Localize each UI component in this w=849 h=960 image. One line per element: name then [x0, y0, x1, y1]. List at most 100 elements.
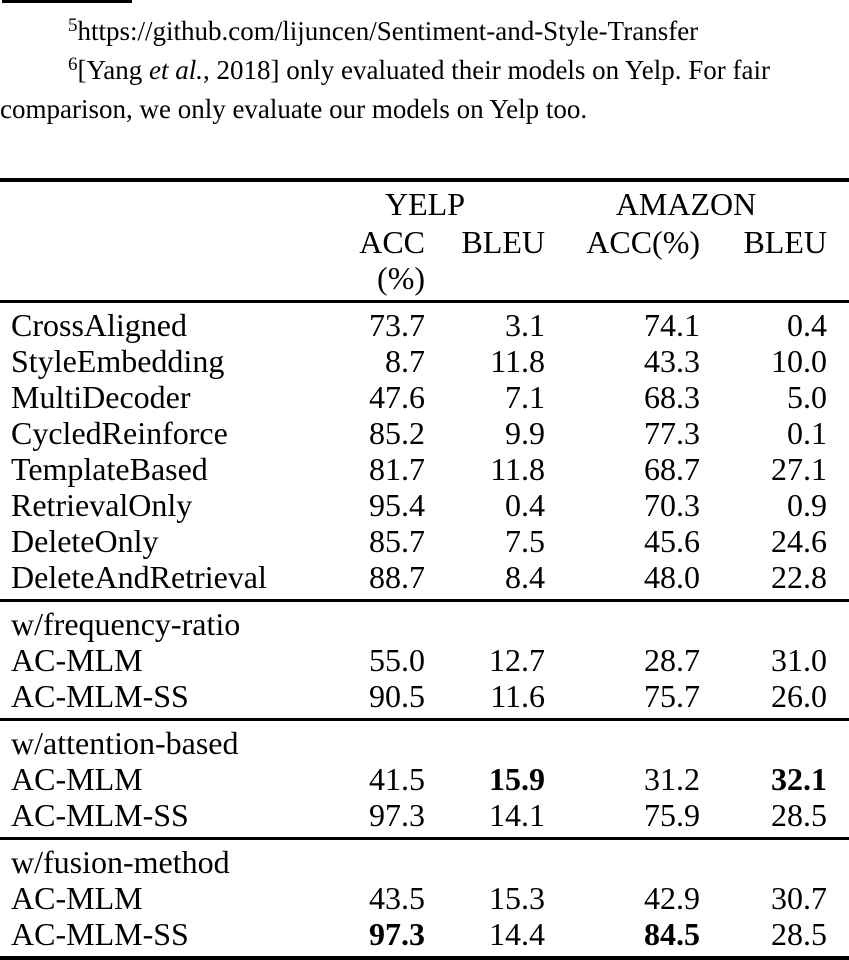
table-row: DeleteOnly 85.7 7.5 45.6 24.6	[0, 523, 849, 559]
cell-value: 28.5	[771, 797, 827, 833]
footnote-6-etal: et al.	[149, 55, 204, 85]
table-row: AC-MLM 41.5 15.9 31.2 32.1	[0, 761, 849, 797]
cell-value: 27.1	[771, 451, 827, 487]
table-row: StyleEmbedding 8.7 11.8 43.3 10.0	[0, 343, 849, 379]
cell-value: 3.1	[505, 307, 545, 343]
cell-value: 97.3	[369, 916, 425, 952]
cell-value: 73.7	[369, 307, 425, 343]
cell-value: 30.7	[771, 880, 827, 916]
header-yelp-bleu: BLEU	[461, 224, 545, 260]
cell-value: 10.0	[771, 343, 827, 379]
cell-value: 24.6	[771, 523, 827, 559]
section-header: w/fusion-method	[11, 844, 230, 880]
cell-value: 70.3	[644, 487, 700, 523]
cell-value: 7.1	[505, 379, 545, 415]
table-row: CycledReinforce 85.2 9.9 77.3 0.1	[0, 415, 849, 451]
cell-value: 88.7	[369, 559, 425, 595]
table-section: w/frequency-ratio AC-MLM 55.0 12.7 28.7 31.0 A…	[0, 600, 849, 720]
cell-value: 81.7	[369, 451, 425, 487]
footnote-separator-rule	[2, 0, 132, 3]
section-header: w/frequency-ratio	[11, 606, 241, 642]
cell-value: 15.3	[489, 880, 545, 916]
cell-value: 75.9	[644, 797, 700, 833]
row-label: AC-MLM-SS	[11, 678, 189, 714]
cell-value: 95.4	[369, 487, 425, 523]
table-section: w/fusion-method AC-MLM 43.5 15.3 42.9 30.7 AC-…	[0, 838, 849, 959]
cell-value: 90.5	[369, 678, 425, 714]
row-label: RetrievalOnly	[11, 487, 193, 523]
cell-value: 31.0	[771, 642, 827, 678]
cell-value: 43.5	[369, 880, 425, 916]
footnote-5-marker: 5	[68, 15, 78, 36]
cell-value: 68.7	[644, 451, 700, 487]
footnote-6-text-line1: , 2018] only evaluated their models on Y…	[203, 55, 770, 85]
footnote-6: 6[Yang et al., 2018] only evaluated thei…	[0, 51, 849, 129]
cell-value: 14.1	[489, 797, 545, 833]
cell-value: 84.5	[644, 916, 700, 952]
cell-value: 42.9	[644, 880, 700, 916]
table-row: RetrievalOnly 95.4 0.4 70.3 0.9	[0, 487, 849, 523]
column-group-yelp: YELP	[385, 186, 465, 222]
cell-value: 22.8	[771, 559, 827, 595]
table-row: CrossAligned 73.7 3.1 74.1 0.4	[0, 302, 849, 344]
results-table: YELP AMAZON ACC (%) BLEU ACC(%) BLEU Cro…	[0, 178, 849, 960]
row-label: AC-MLM	[11, 880, 143, 916]
cell-value: 14.4	[489, 916, 545, 952]
empty-header-cell	[0, 180, 305, 224]
row-label: StyleEmbedding	[11, 343, 225, 379]
cell-value: 0.4	[787, 307, 827, 343]
cell-value: 8.7	[385, 343, 425, 379]
sub-header-row: ACC (%) BLEU ACC(%) BLEU	[0, 224, 849, 302]
table-row: AC-MLM 55.0 12.7 28.7 31.0	[0, 642, 849, 678]
cell-value: 97.3	[369, 797, 425, 833]
row-label: MultiDecoder	[11, 379, 191, 415]
cell-value: 0.1	[787, 415, 827, 451]
footnote-6-text-pre: [Yang	[77, 55, 150, 85]
footnote-6-text-line2: comparison, we only evaluate our models …	[0, 94, 588, 124]
cell-value: 26.0	[771, 678, 827, 714]
column-group-amazon: AMAZON	[615, 186, 757, 222]
empty-header-cell	[0, 224, 305, 302]
section-header-row: w/attention-based	[0, 720, 849, 762]
cell-value: 11.8	[490, 451, 545, 487]
table-row: AC-MLM-SS 90.5 11.6 75.7 26.0	[0, 678, 849, 720]
cell-value: 0.9	[787, 487, 827, 523]
section-header-row: w/frequency-ratio	[0, 601, 849, 643]
cell-value: 75.7	[644, 678, 700, 714]
cell-value: 55.0	[369, 642, 425, 678]
table-row: MultiDecoder 47.6 7.1 68.3 5.0	[0, 379, 849, 415]
cell-value: 47.6	[369, 379, 425, 415]
header-yelp-acc: ACC (%)	[359, 224, 425, 296]
cell-value: 45.6	[644, 523, 700, 559]
cell-value: 9.9	[505, 415, 545, 451]
row-label: CycledReinforce	[11, 415, 228, 451]
section-header: w/attention-based	[11, 725, 239, 761]
cell-value: 68.3	[644, 379, 700, 415]
row-label: DeleteOnly	[11, 523, 159, 559]
footnote-5: 5https://github.com/lijuncen/Sentiment-a…	[0, 12, 849, 51]
cell-value: 7.5	[505, 523, 545, 559]
footnote-6-marker: 6	[68, 54, 78, 75]
cell-value: 74.1	[644, 307, 700, 343]
row-label: CrossAligned	[11, 307, 187, 343]
header-amazon-acc: ACC(%)	[586, 224, 700, 260]
table-section: CrossAligned 73.7 3.1 74.1 0.4 StyleEmbedding…	[0, 302, 849, 601]
cell-value: 77.3	[644, 415, 700, 451]
cell-value: 28.5	[771, 916, 827, 952]
table-row: AC-MLM 43.5 15.3 42.9 30.7	[0, 880, 849, 916]
cell-value: 12.7	[489, 642, 545, 678]
row-label: DeleteAndRetrieval	[11, 559, 267, 595]
table-section: w/attention-based AC-MLM 41.5 15.9 31.2 32.1 A…	[0, 719, 849, 839]
row-label: AC-MLM	[11, 642, 143, 678]
row-label: AC-MLM	[11, 761, 143, 797]
cell-value: 11.6	[490, 678, 545, 714]
cell-value: 0.4	[505, 487, 545, 523]
cell-value: 11.8	[490, 343, 545, 379]
cell-value: 43.3	[644, 343, 700, 379]
row-label: AC-MLM-SS	[11, 797, 189, 833]
table-row: AC-MLM-SS 97.3 14.4 84.5 28.5	[0, 916, 849, 958]
section-header-row: w/fusion-method	[0, 839, 849, 881]
cell-value: 48.0	[644, 559, 700, 595]
cell-value: 15.9	[489, 761, 545, 797]
row-label: AC-MLM-SS	[11, 916, 189, 952]
